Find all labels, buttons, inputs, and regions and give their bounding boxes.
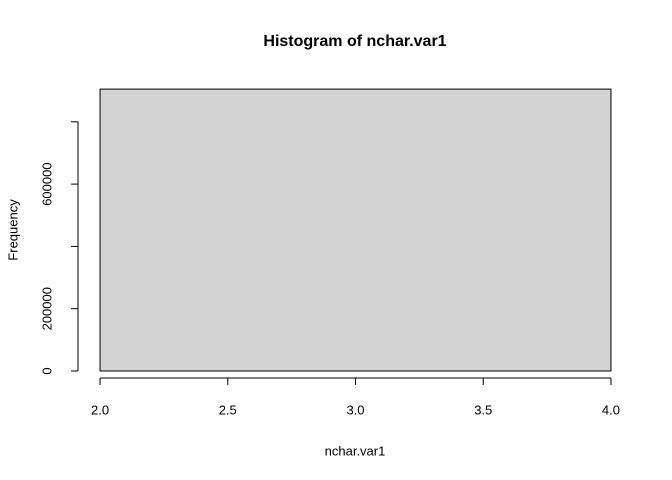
x-tick-label: 2.5 [219,402,237,417]
bar [99,88,612,372]
y-tick-label: 600000 [39,162,54,205]
x-axis-label: nchar.var1 [325,443,386,458]
y-tick-label: 200000 [39,287,54,330]
x-tick-label: 4.0 [602,402,620,417]
x-tick-label: 3.0 [346,402,364,417]
y-tick-label: 0 [39,367,54,374]
x-tick-label: 3.5 [474,402,492,417]
x-tick-label: 2.0 [91,402,109,417]
y-axis-label: Frequency [5,199,20,261]
chart-title: Histogram of nchar.var1 [263,33,446,50]
